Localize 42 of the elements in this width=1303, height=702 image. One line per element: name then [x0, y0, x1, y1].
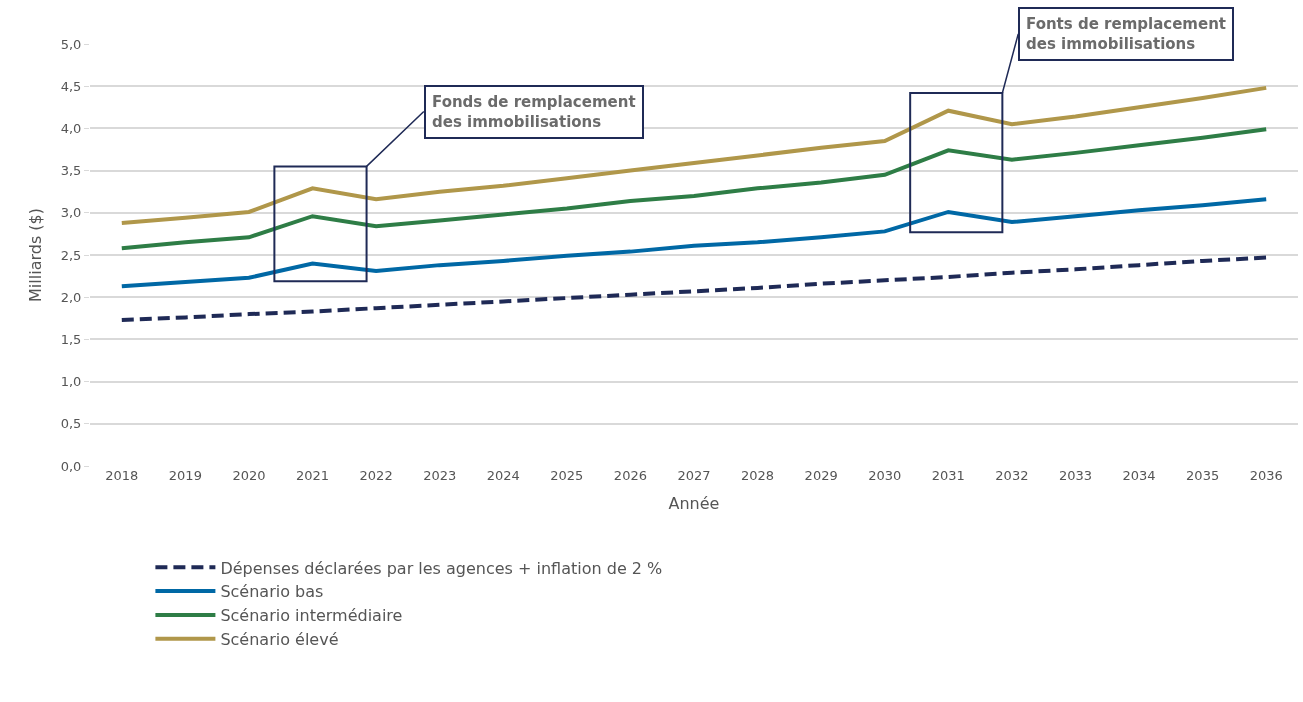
- x-tick-label: 2027: [677, 468, 711, 483]
- x-tick-label: 2026: [613, 468, 647, 483]
- x-tick-label: 2022: [359, 468, 393, 483]
- x-tick-label: 2036: [1249, 468, 1283, 483]
- y-tick-label: 1,5: [60, 331, 82, 347]
- x-tick-label: 2024: [486, 468, 520, 483]
- x-tick-label: 2021: [295, 468, 330, 483]
- legend-label: Scénario élevé: [220, 629, 339, 649]
- y-tick-label: 3,0: [60, 205, 82, 221]
- x-tick-label: 2030: [868, 468, 902, 483]
- line-series: [119, 127, 1269, 251]
- annotation: Fonds de remplacement des immobilisations: [432, 93, 636, 131]
- y-tick-label: 1,0: [60, 374, 82, 390]
- x-tick-label: 2023: [423, 468, 457, 483]
- y-tick-label: 3,5: [60, 163, 82, 179]
- x-tick-label: 2019: [168, 468, 202, 483]
- x-tick-label: 2020: [232, 468, 266, 483]
- y-tick-label: 2,5: [60, 247, 82, 263]
- x-tick-label: 2028: [741, 468, 775, 483]
- x-axis-title: Année: [668, 493, 720, 513]
- y-axis-title: Milliards ($): [25, 208, 45, 302]
- x-tick-label: 2031: [931, 468, 965, 483]
- y-tick-label: 0,0: [60, 458, 82, 474]
- x-tick-label: 2025: [550, 468, 584, 483]
- line-series: [119, 255, 1269, 322]
- legend-label: Dépenses déclarées par les agences + inflation de 2 %: [220, 558, 663, 578]
- y-tick-label: 5,0: [60, 36, 82, 52]
- x-tick-label: 2034: [1122, 468, 1156, 483]
- x-tick-label: 2032: [995, 468, 1029, 483]
- x-tick-label: 2033: [1058, 468, 1093, 483]
- line-series: [119, 85, 1269, 225]
- x-tick-label: 2018: [105, 468, 139, 483]
- y-tick-label: 2,0: [60, 289, 82, 305]
- x-tick-label: 2029: [804, 468, 838, 483]
- legend-label: Scénario intermédiaire: [220, 606, 403, 626]
- y-tick-label: 4,0: [60, 120, 82, 136]
- legend-label: Scénario bas: [220, 582, 324, 602]
- y-tick-label: 0,5: [60, 416, 82, 432]
- y-tick-label: 4,5: [60, 78, 82, 94]
- x-tick-label: 2035: [1186, 468, 1220, 483]
- annotation: Fonts de remplacement des immobilisations: [1026, 15, 1226, 53]
- line-series: [119, 197, 1269, 289]
